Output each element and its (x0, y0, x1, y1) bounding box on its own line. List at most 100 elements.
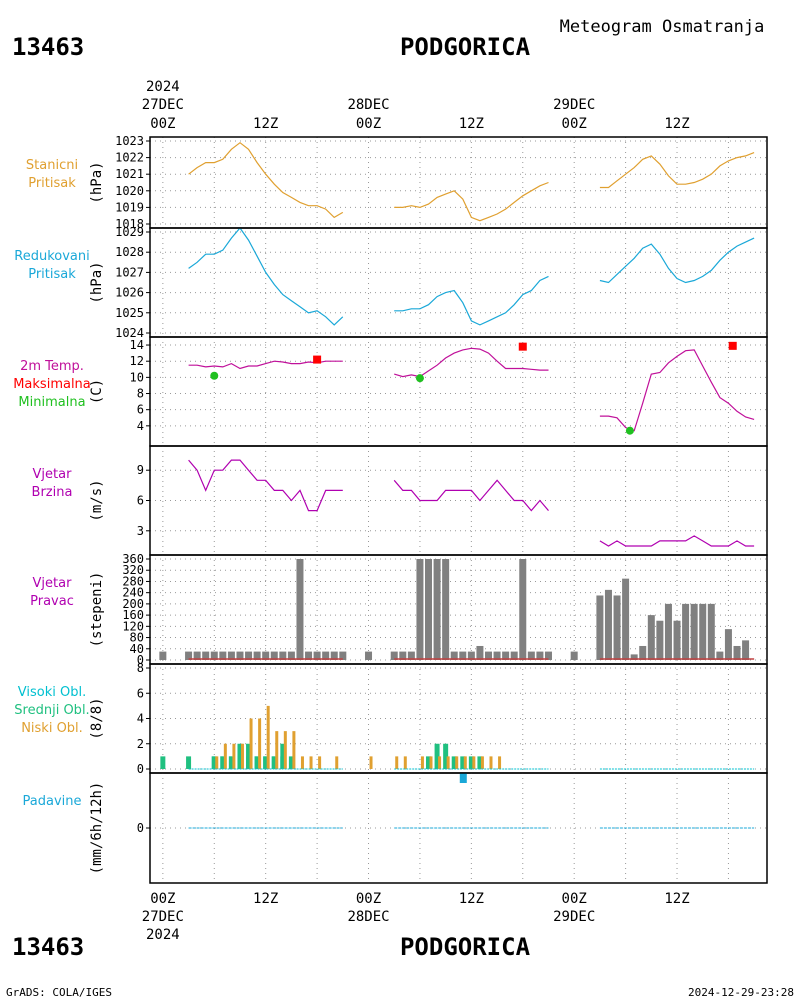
wind-dir-bar (270, 651, 278, 660)
panel-frame (149, 336, 768, 447)
top-hour-label: 12Z (664, 116, 689, 132)
panel-clouds: 0 2 4 6 8 Visoki Obl. Srednji Obl. Niski Obl. (8… (14, 661, 768, 776)
wind-dir-bar (622, 578, 630, 660)
top-date-label: 28DEC (347, 97, 389, 113)
tmin-marker (210, 371, 219, 380)
series-line-station_pressure (394, 181, 549, 222)
y-tick-label: 360 (122, 552, 144, 566)
y-tick-label: 1026 (115, 286, 144, 300)
cloud-bar (211, 756, 217, 769)
wind-dir-bar (459, 651, 467, 660)
y-tick-label: 200 (122, 597, 144, 611)
data-station_pressure (188, 141, 755, 222)
cloud-bar (271, 756, 277, 769)
bottom-hour-label: 00Z (150, 891, 175, 907)
bottom-hour-label: 00Z (356, 891, 381, 907)
y-tick-label: 280 (122, 574, 144, 588)
wind-dir-bar (527, 651, 535, 660)
cloud-bar (223, 743, 227, 769)
cloud-bar (498, 756, 502, 769)
bottom-hour-label: 12Z (664, 891, 689, 907)
wind-dir-bar (699, 603, 707, 660)
wind-dir-bar (682, 603, 690, 660)
wind-dir-bar (707, 603, 715, 660)
wind-dir-bar (476, 645, 484, 660)
wind-dir-bar (407, 651, 415, 660)
cloud-bar (249, 718, 253, 769)
wind-dir-bar (185, 651, 193, 660)
wind-dir-bar (236, 651, 244, 660)
cloud-bar (220, 756, 226, 769)
cloud-bar (309, 756, 313, 769)
panel-label: Padavine (23, 794, 82, 809)
wind-dir-bar (159, 651, 167, 660)
wind-dir-bar (330, 651, 338, 660)
wind-dir-bar (673, 620, 681, 660)
tmin-marker (415, 374, 424, 383)
wind-dir-bar (202, 651, 210, 660)
y-axis-label: (hPa) (89, 261, 105, 303)
cloud-bar (160, 756, 166, 769)
wind-dir-bar (733, 645, 741, 660)
wind-dir-bar (262, 651, 270, 660)
wind-dir-bar (570, 651, 578, 660)
wind-dir-bar (664, 603, 672, 660)
wind-dir-bar (493, 651, 501, 660)
footer-credit: GrADS: COLA/IGES (6, 986, 112, 999)
y-tick-label: 4 (137, 712, 144, 726)
y-tick-label: 1027 (115, 265, 144, 279)
y-axis-label: (hPa) (89, 161, 105, 203)
panel-label: Visoki Obl. (18, 685, 86, 700)
tmax-marker (313, 355, 322, 364)
y-tick-label: 1024 (115, 326, 144, 340)
cloud-bar (280, 743, 286, 769)
y-axis-label: (stepeni) (89, 572, 105, 648)
station-id-top: 13463 (12, 33, 84, 61)
cloud-bar (426, 756, 432, 769)
tmin-marker (625, 426, 634, 435)
wind-dir-bar (484, 651, 492, 660)
y-tick-label: 240 (122, 586, 144, 600)
cloud-bar (472, 756, 476, 769)
wind-dir-bar (536, 651, 544, 660)
y-tick-label: 1020 (115, 184, 144, 198)
series-line-wind_speed (599, 535, 755, 547)
y-tick-label: 8 (137, 661, 144, 675)
cloud-bar (275, 731, 279, 769)
wind-dir-bar (630, 654, 638, 660)
chart-subtitle: Meteogram Osmatranja (560, 17, 765, 37)
y-tick-label: 320 (122, 563, 144, 577)
panel-label: Stanicni (26, 158, 78, 173)
wind-dir-bar (639, 645, 647, 660)
panels: 101810191020102110221023StanicniPritisak… (13, 134, 768, 884)
y-axis-label: (mm/6h/12h) (89, 782, 105, 875)
panel-label: Pritisak (28, 267, 76, 282)
cloud-bar (266, 705, 270, 769)
top-hour-label: 00Z (562, 116, 587, 132)
y-tick-label: 10 (130, 370, 144, 384)
panel-label: Pritisak (28, 176, 76, 191)
y-tick-label: 3 (137, 524, 144, 538)
cloud-bar (477, 756, 483, 769)
cloud-bar (240, 743, 244, 769)
wind-dir-bar (193, 651, 201, 660)
y-tick-label: 160 (122, 608, 144, 622)
precip-bar (459, 773, 467, 783)
series-line-reduced_pressure (599, 237, 755, 284)
bottom-time-axis: 00Z 27DEC 2024 12Z 00Z 28DEC 12Z 00Z 29DEC 12Z (142, 891, 690, 943)
cloud-bar (455, 756, 459, 769)
cloud-bar (254, 756, 260, 769)
wind-dir-bar (399, 651, 407, 660)
y-tick-label: 6 (137, 494, 144, 508)
wind-dir-bar (210, 651, 218, 660)
wind-dir-bar (433, 559, 441, 660)
footer-timestamp: 2024-12-29-23:28 (688, 986, 794, 999)
panel-label: Maksimalna (13, 377, 91, 392)
wind-dir-bar (219, 651, 227, 660)
panel-reduced_pressure: 1024 1025 1026 1027 1028 1029 Redukovani Pritis… (14, 225, 768, 340)
wind-dir-bar (656, 620, 664, 660)
top-hour-label: 12Z (253, 116, 278, 132)
top-date-label: 29DEC (553, 97, 595, 113)
cloud-bar (443, 743, 449, 769)
cloud-bar (283, 731, 287, 769)
